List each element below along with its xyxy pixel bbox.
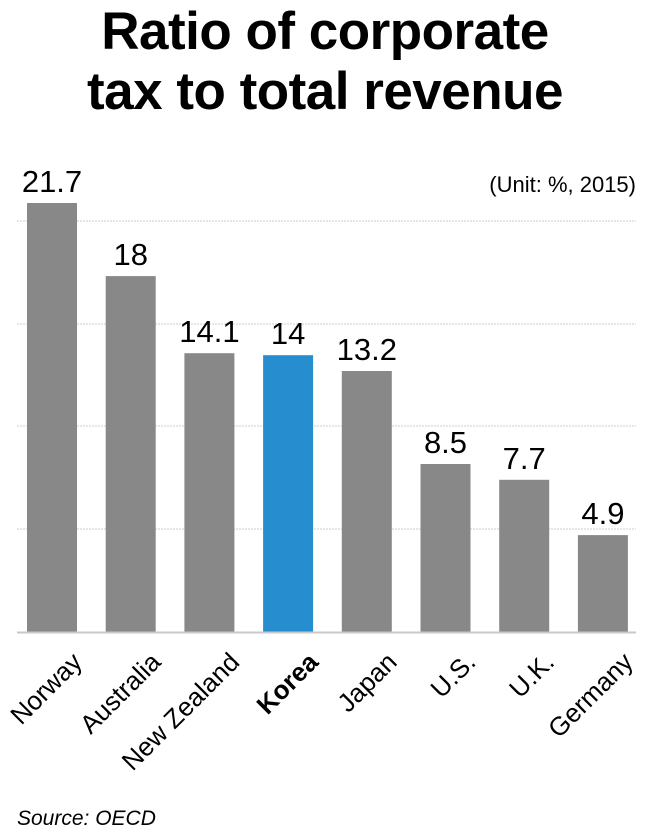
value-labels: 21.7 18 14.1 14 13.2 8.5 7.7 4.9 — [22, 164, 625, 531]
value-label: 21.7 — [22, 164, 82, 199]
bar-australia — [105, 276, 156, 632]
bar-japan — [341, 371, 392, 632]
bar-korea — [263, 355, 314, 632]
category-label: Japan — [331, 647, 402, 718]
value-label: 7.7 — [503, 441, 546, 476]
bar-u-k — [499, 479, 550, 632]
bar-new-zealand — [184, 353, 235, 632]
value-label: 13.2 — [337, 332, 397, 367]
chart-title-line-2: tax to total revenue — [87, 62, 563, 121]
category-label: Germany — [542, 647, 639, 744]
category-label: Korea — [251, 646, 325, 720]
bars — [27, 203, 628, 632]
chart-title-line-1: Ratio of corporate — [101, 2, 549, 61]
bar-u-s — [420, 464, 471, 632]
source-note: Source: OECD — [17, 807, 156, 830]
bar-norway — [27, 203, 77, 632]
category-label: U.K. — [503, 647, 560, 704]
value-label: 18 — [113, 237, 147, 272]
chart-title: Ratio of corporate tax to total revenue — [0, 2, 650, 122]
value-label: 14 — [271, 316, 305, 351]
bar-germany — [577, 535, 628, 632]
value-label: 4.9 — [581, 496, 624, 531]
category-label: U.S. — [424, 647, 481, 704]
value-label: 14.1 — [179, 314, 239, 349]
chart-subtitle: (Unit: %, 2015) — [489, 172, 636, 197]
value-label: 8.5 — [424, 425, 467, 460]
